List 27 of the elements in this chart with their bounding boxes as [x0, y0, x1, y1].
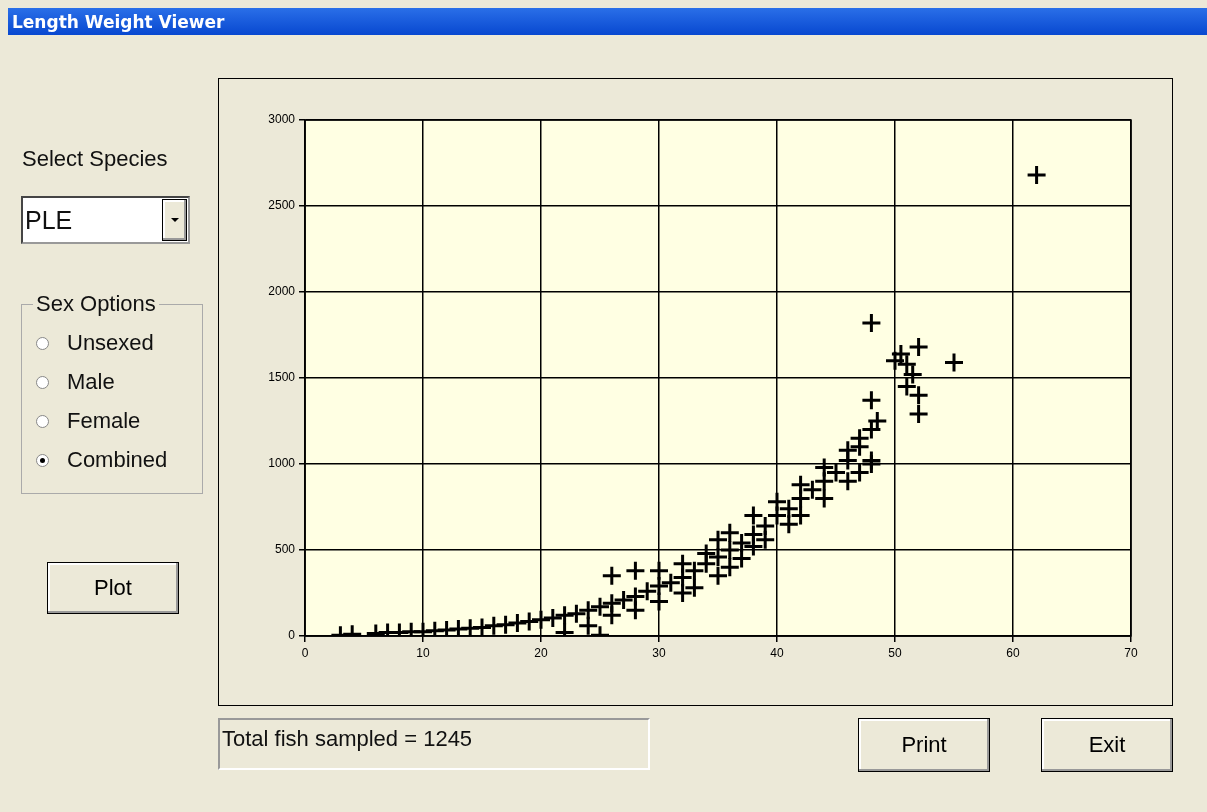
text: Total fish sampled = 1245	[218, 718, 650, 770]
x-tick-label: 60	[1006, 645, 1020, 660]
x-tick-label: 0	[301, 645, 309, 660]
y-tick-label: 1000	[268, 456, 296, 471]
y-tick-label: 1500	[268, 370, 296, 385]
text: Plot	[47, 562, 179, 614]
text: Select Species	[22, 146, 168, 172]
x-tick-label: 70	[1124, 645, 1138, 660]
text: Combined	[67, 447, 168, 473]
x-tick-label: 20	[534, 645, 548, 660]
text: Sex Options	[33, 291, 159, 317]
x-tick-label: 50	[888, 645, 902, 660]
text: PLE	[25, 206, 73, 235]
text: Print	[858, 718, 990, 772]
x-tick-label: 40	[770, 645, 784, 660]
y-tick-label: 2000	[268, 284, 296, 299]
x-tick-label: 10	[416, 645, 430, 660]
text: Length Weight Viewer	[12, 12, 225, 32]
text: Male	[67, 369, 115, 395]
text: Unsexed	[67, 330, 154, 356]
text: Female	[67, 408, 141, 434]
y-tick-label: 3000	[268, 112, 296, 127]
x-tick-label: 30	[652, 645, 666, 660]
y-tick-label: 0	[288, 628, 296, 643]
y-tick-label: 500	[274, 542, 296, 557]
text: Exit	[1041, 718, 1173, 772]
y-tick-label: 2500	[268, 198, 296, 213]
